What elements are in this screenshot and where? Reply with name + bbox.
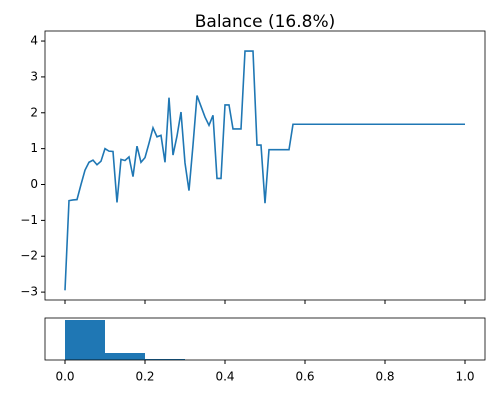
y-tick-label: 2: [30, 105, 38, 119]
x-tick-label: 0.6: [295, 370, 314, 384]
axes-frame: [44, 317, 486, 361]
balance-line: [64, 50, 465, 291]
y-tick-label: 3: [30, 69, 38, 83]
y-tick-label: 1: [30, 141, 38, 155]
y-tick-label: −2: [20, 249, 38, 263]
x-tick-label: 0.0: [55, 370, 74, 384]
axes-frame: [44, 30, 486, 301]
x-tick-label: 0.8: [375, 370, 394, 384]
y-tick-label: 0: [30, 177, 38, 191]
y-tick-label: −1: [20, 213, 38, 227]
x-tick-label: 0.4: [215, 370, 234, 384]
y-tick-label: −3: [20, 285, 38, 299]
histogram-bar: [105, 353, 145, 360]
x-tick-label: 1.0: [455, 370, 474, 384]
y-tick-label: 4: [30, 34, 38, 48]
chart-title: Balance (16.8%): [195, 12, 335, 32]
x-tick-label: 0.2: [135, 370, 154, 384]
histogram-bar: [145, 359, 185, 360]
histogram-bar: [65, 320, 105, 360]
